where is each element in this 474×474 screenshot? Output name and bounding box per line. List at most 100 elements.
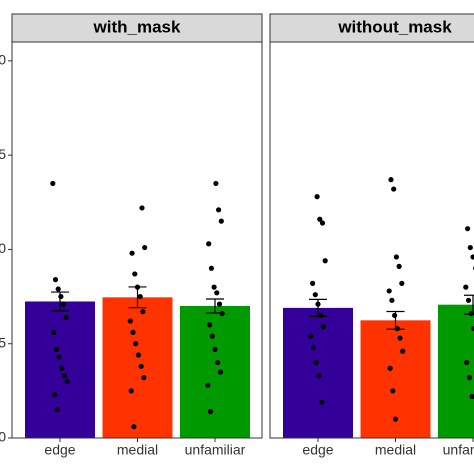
bar: [180, 306, 250, 438]
strip-title: with_mask: [93, 17, 181, 36]
data-point: [390, 388, 396, 394]
data-point: [130, 329, 136, 335]
data-point: [133, 341, 139, 347]
y-tick-label: 0: [0, 52, 6, 68]
data-point: [61, 301, 67, 307]
strip: [269, 13, 474, 43]
data-point: [463, 284, 469, 290]
data-point: [205, 382, 211, 388]
data-point: [399, 280, 405, 286]
data-point: [215, 359, 221, 366]
data-point: [206, 241, 212, 247]
data-point: [397, 335, 403, 341]
data-point: [312, 292, 318, 298]
data-point: [392, 416, 399, 422]
data-point: [467, 244, 473, 251]
data-point: [316, 373, 322, 379]
data-point: [51, 329, 57, 335]
data-point: [314, 194, 320, 200]
data-point: [140, 309, 146, 315]
x-tick-label: edge: [44, 442, 75, 458]
data-point: [387, 365, 393, 371]
data-point: [53, 346, 60, 352]
data-point: [392, 312, 398, 319]
data-point: [320, 324, 326, 330]
data-point: [216, 301, 223, 307]
y-tick-label: 5: [0, 334, 6, 350]
data-point: [128, 388, 134, 394]
data-point: [388, 177, 394, 183]
data-point: [393, 254, 399, 260]
data-point: [214, 290, 220, 296]
data-point: [127, 318, 133, 324]
data-point: [470, 254, 474, 260]
bar: [438, 304, 474, 438]
data-point: [132, 271, 138, 277]
data-point: [471, 326, 474, 332]
data-point: [135, 352, 141, 358]
data-point: [308, 333, 314, 339]
data-point: [131, 424, 137, 430]
data-point: [139, 205, 145, 211]
data-point: [58, 293, 64, 300]
panel-border: [11, 41, 263, 439]
x-tick-label: medial: [117, 442, 158, 458]
data-point: [52, 277, 59, 283]
data-point: [52, 392, 58, 398]
data-point: [213, 180, 219, 187]
strip: [11, 13, 263, 43]
data-point: [207, 322, 213, 328]
data-point: [50, 180, 56, 187]
bar: [102, 297, 173, 438]
data-point: [138, 363, 144, 369]
data-point: [313, 359, 319, 366]
data-point: [322, 258, 328, 264]
data-point: [59, 365, 65, 371]
data-point: [318, 312, 324, 319]
x-tick-label: edge: [302, 442, 333, 458]
data-point: [54, 407, 60, 413]
data-point: [55, 286, 61, 292]
data-point: [310, 280, 316, 286]
data-point: [218, 218, 224, 224]
data-point: [208, 265, 214, 271]
data-point: [310, 344, 317, 351]
data-point: [209, 333, 215, 339]
data-point: [319, 220, 326, 226]
y-tick-label: 0: [0, 429, 6, 445]
data-point: [400, 348, 406, 354]
data-point: [64, 378, 70, 385]
x-tick-label: medial: [375, 442, 416, 458]
data-point: [129, 250, 135, 256]
data-point: [386, 288, 392, 294]
data-point: [466, 375, 472, 381]
data-point: [63, 314, 69, 320]
data-point: [137, 293, 143, 300]
x-tick-label: unfamiliar: [443, 442, 474, 458]
bar: [283, 307, 353, 438]
data-point: [56, 354, 62, 360]
y-tick-label: 5: [0, 146, 6, 162]
data-point: [465, 226, 471, 232]
data-point: [396, 263, 402, 269]
panel-border: [269, 41, 474, 439]
data-point: [464, 359, 470, 366]
data-point: [141, 375, 147, 381]
data-point: [211, 284, 217, 290]
data-point: [217, 369, 223, 375]
data-point: [389, 297, 395, 303]
x-tick-label: unfamiliar: [185, 442, 246, 458]
data-point: [212, 346, 218, 352]
data-point: [61, 373, 68, 379]
data-point: [142, 244, 148, 251]
data-point: [317, 216, 323, 222]
data-point: [207, 409, 214, 415]
strip-title: without_mask: [337, 17, 452, 36]
data-point: [469, 393, 474, 400]
data-point: [319, 399, 325, 405]
data-point: [216, 207, 222, 213]
data-point: [465, 297, 472, 303]
data-point: [391, 186, 397, 192]
y-tick-label: 0: [0, 240, 6, 256]
